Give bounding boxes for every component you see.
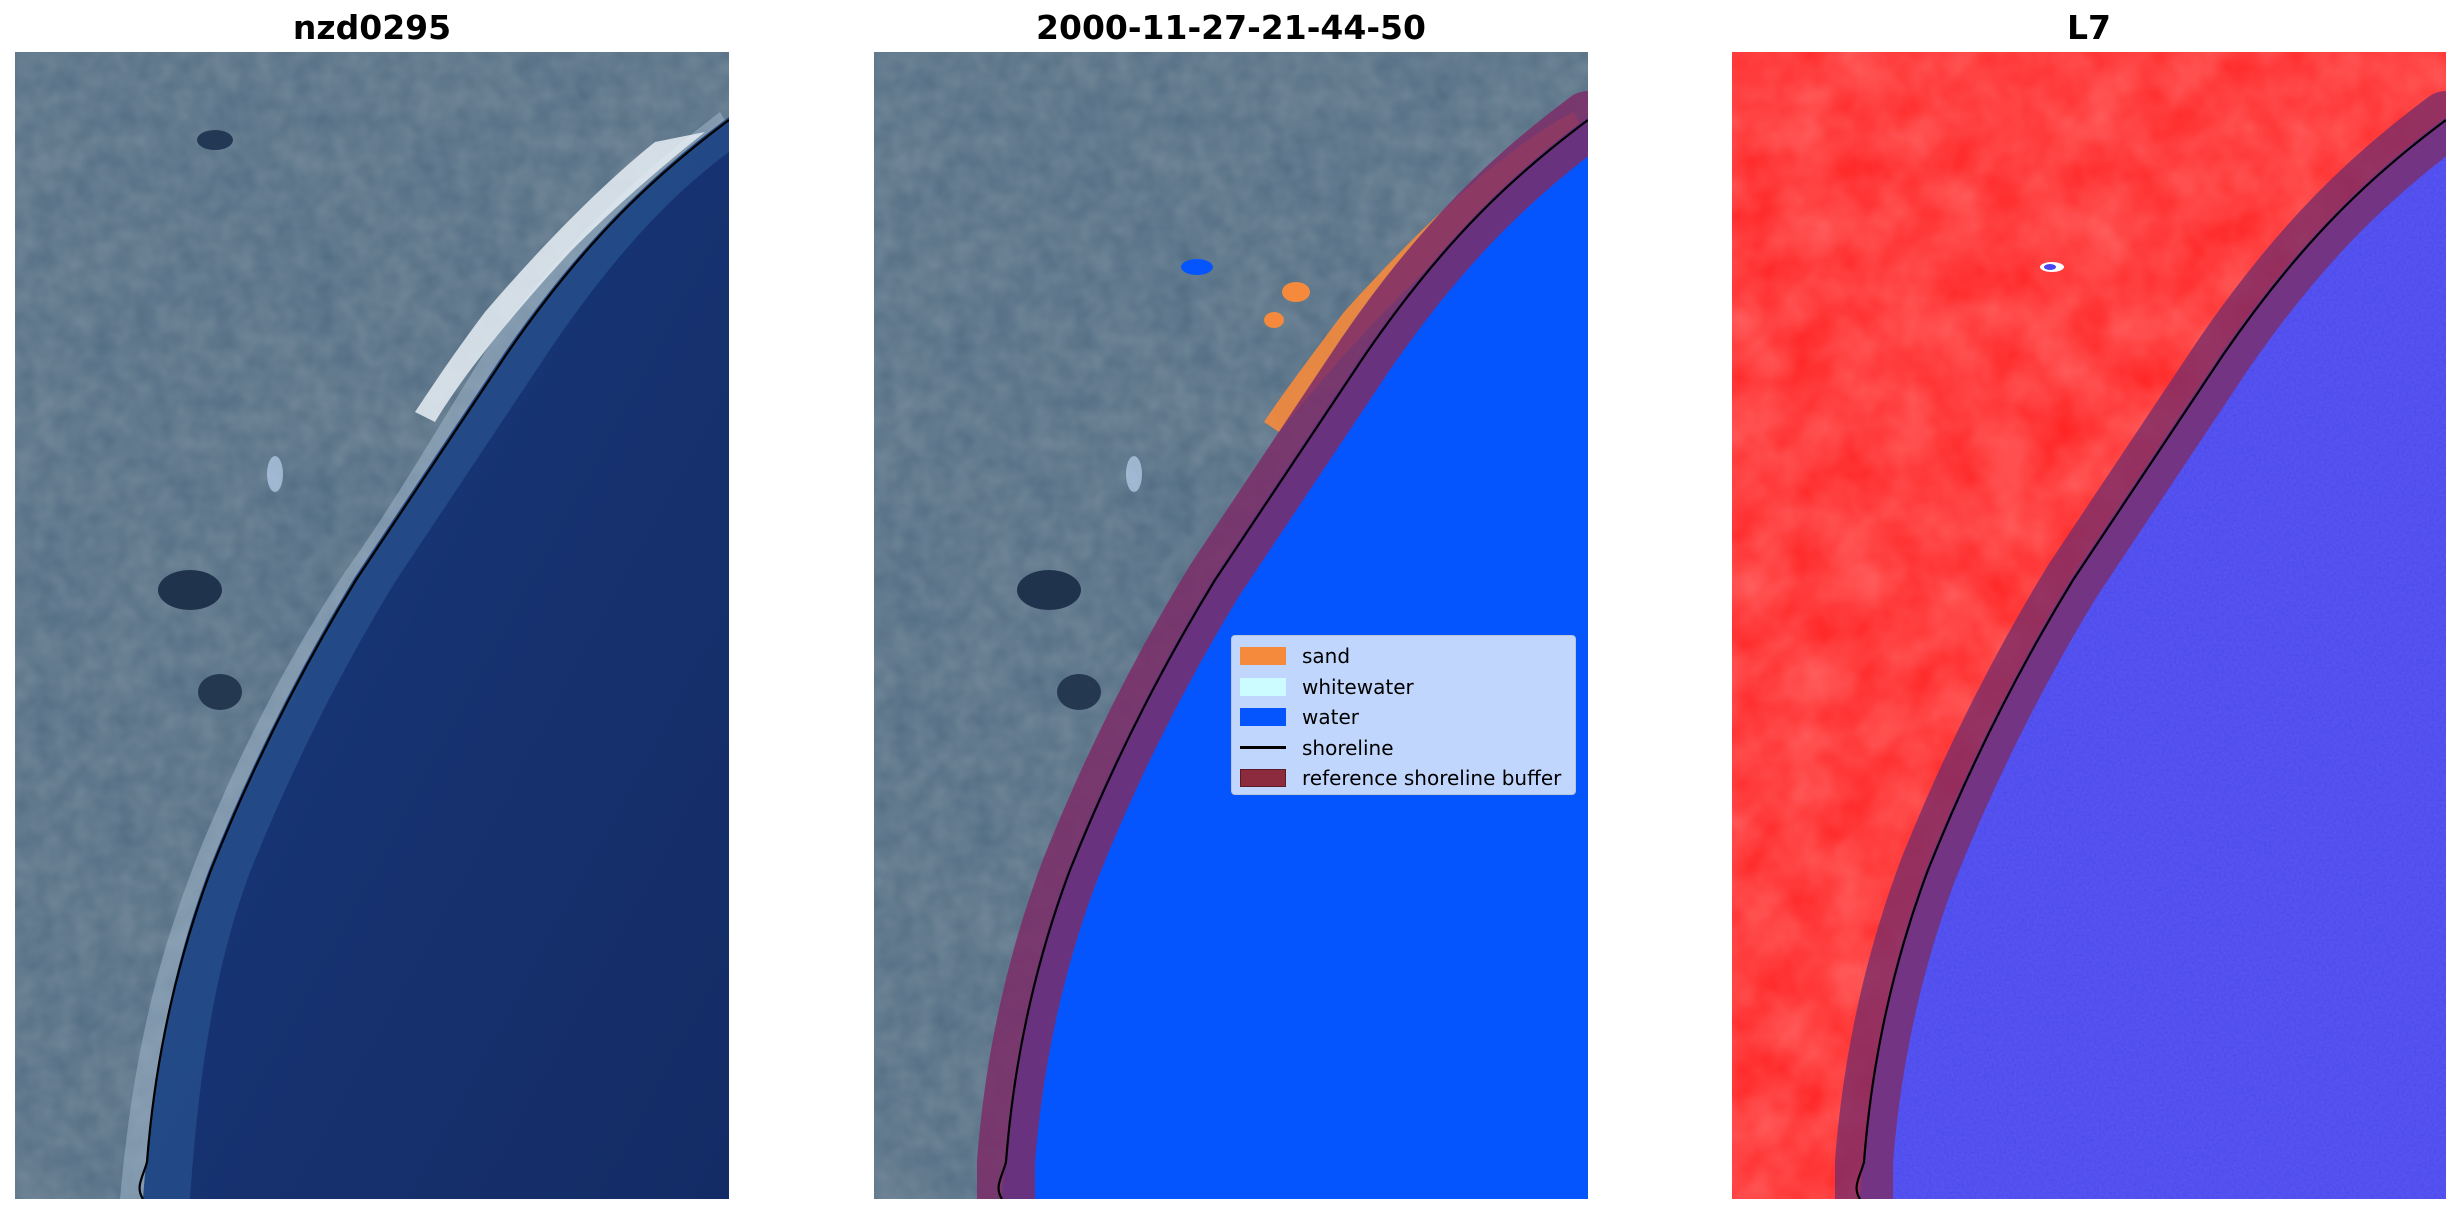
legend-label-water: water — [1302, 705, 1359, 730]
rgb-satellite-image — [15, 52, 729, 1199]
rgb-image-panel — [15, 52, 729, 1199]
legend-label-sand: sand — [1302, 644, 1351, 669]
legend-item-sand: sand — [1240, 641, 1567, 672]
legend: sand whitewater water shoreline referenc… — [1231, 635, 1576, 795]
shoreline-line — [1855, 119, 2446, 1199]
classified-image — [874, 52, 1588, 1199]
legend-label-buffer: reference shoreline buffer — [1302, 766, 1562, 791]
shoreline-line — [138, 119, 729, 1199]
legend-item-shoreline: shoreline — [1240, 733, 1567, 764]
water-swatch — [1240, 708, 1286, 727]
panel-title-site: nzd0295 — [292, 8, 452, 47]
classification-panel — [874, 52, 1588, 1199]
shoreline-line-swatch — [1240, 746, 1286, 750]
buffer-swatch — [1240, 769, 1286, 788]
water-class-lake — [1181, 259, 1213, 275]
legend-label-shoreline: shoreline — [1302, 735, 1394, 760]
whitewater-swatch — [1240, 677, 1286, 696]
legend-label-whitewater: whitewater — [1302, 674, 1414, 699]
legend-item-buffer: reference shoreline buffer — [1240, 763, 1567, 794]
shoreline-line — [997, 119, 1588, 1199]
legend-item-water: water — [1240, 702, 1567, 733]
legend-item-whitewater: whitewater — [1240, 672, 1567, 703]
sand-swatch — [1240, 647, 1286, 666]
classifier-panel — [1732, 52, 2446, 1199]
classifier-image — [1732, 52, 2446, 1199]
panel-title-satellite: L7 — [2067, 8, 2111, 47]
panel-title-date: 2000-11-27-21-44-50 — [1036, 8, 1426, 47]
